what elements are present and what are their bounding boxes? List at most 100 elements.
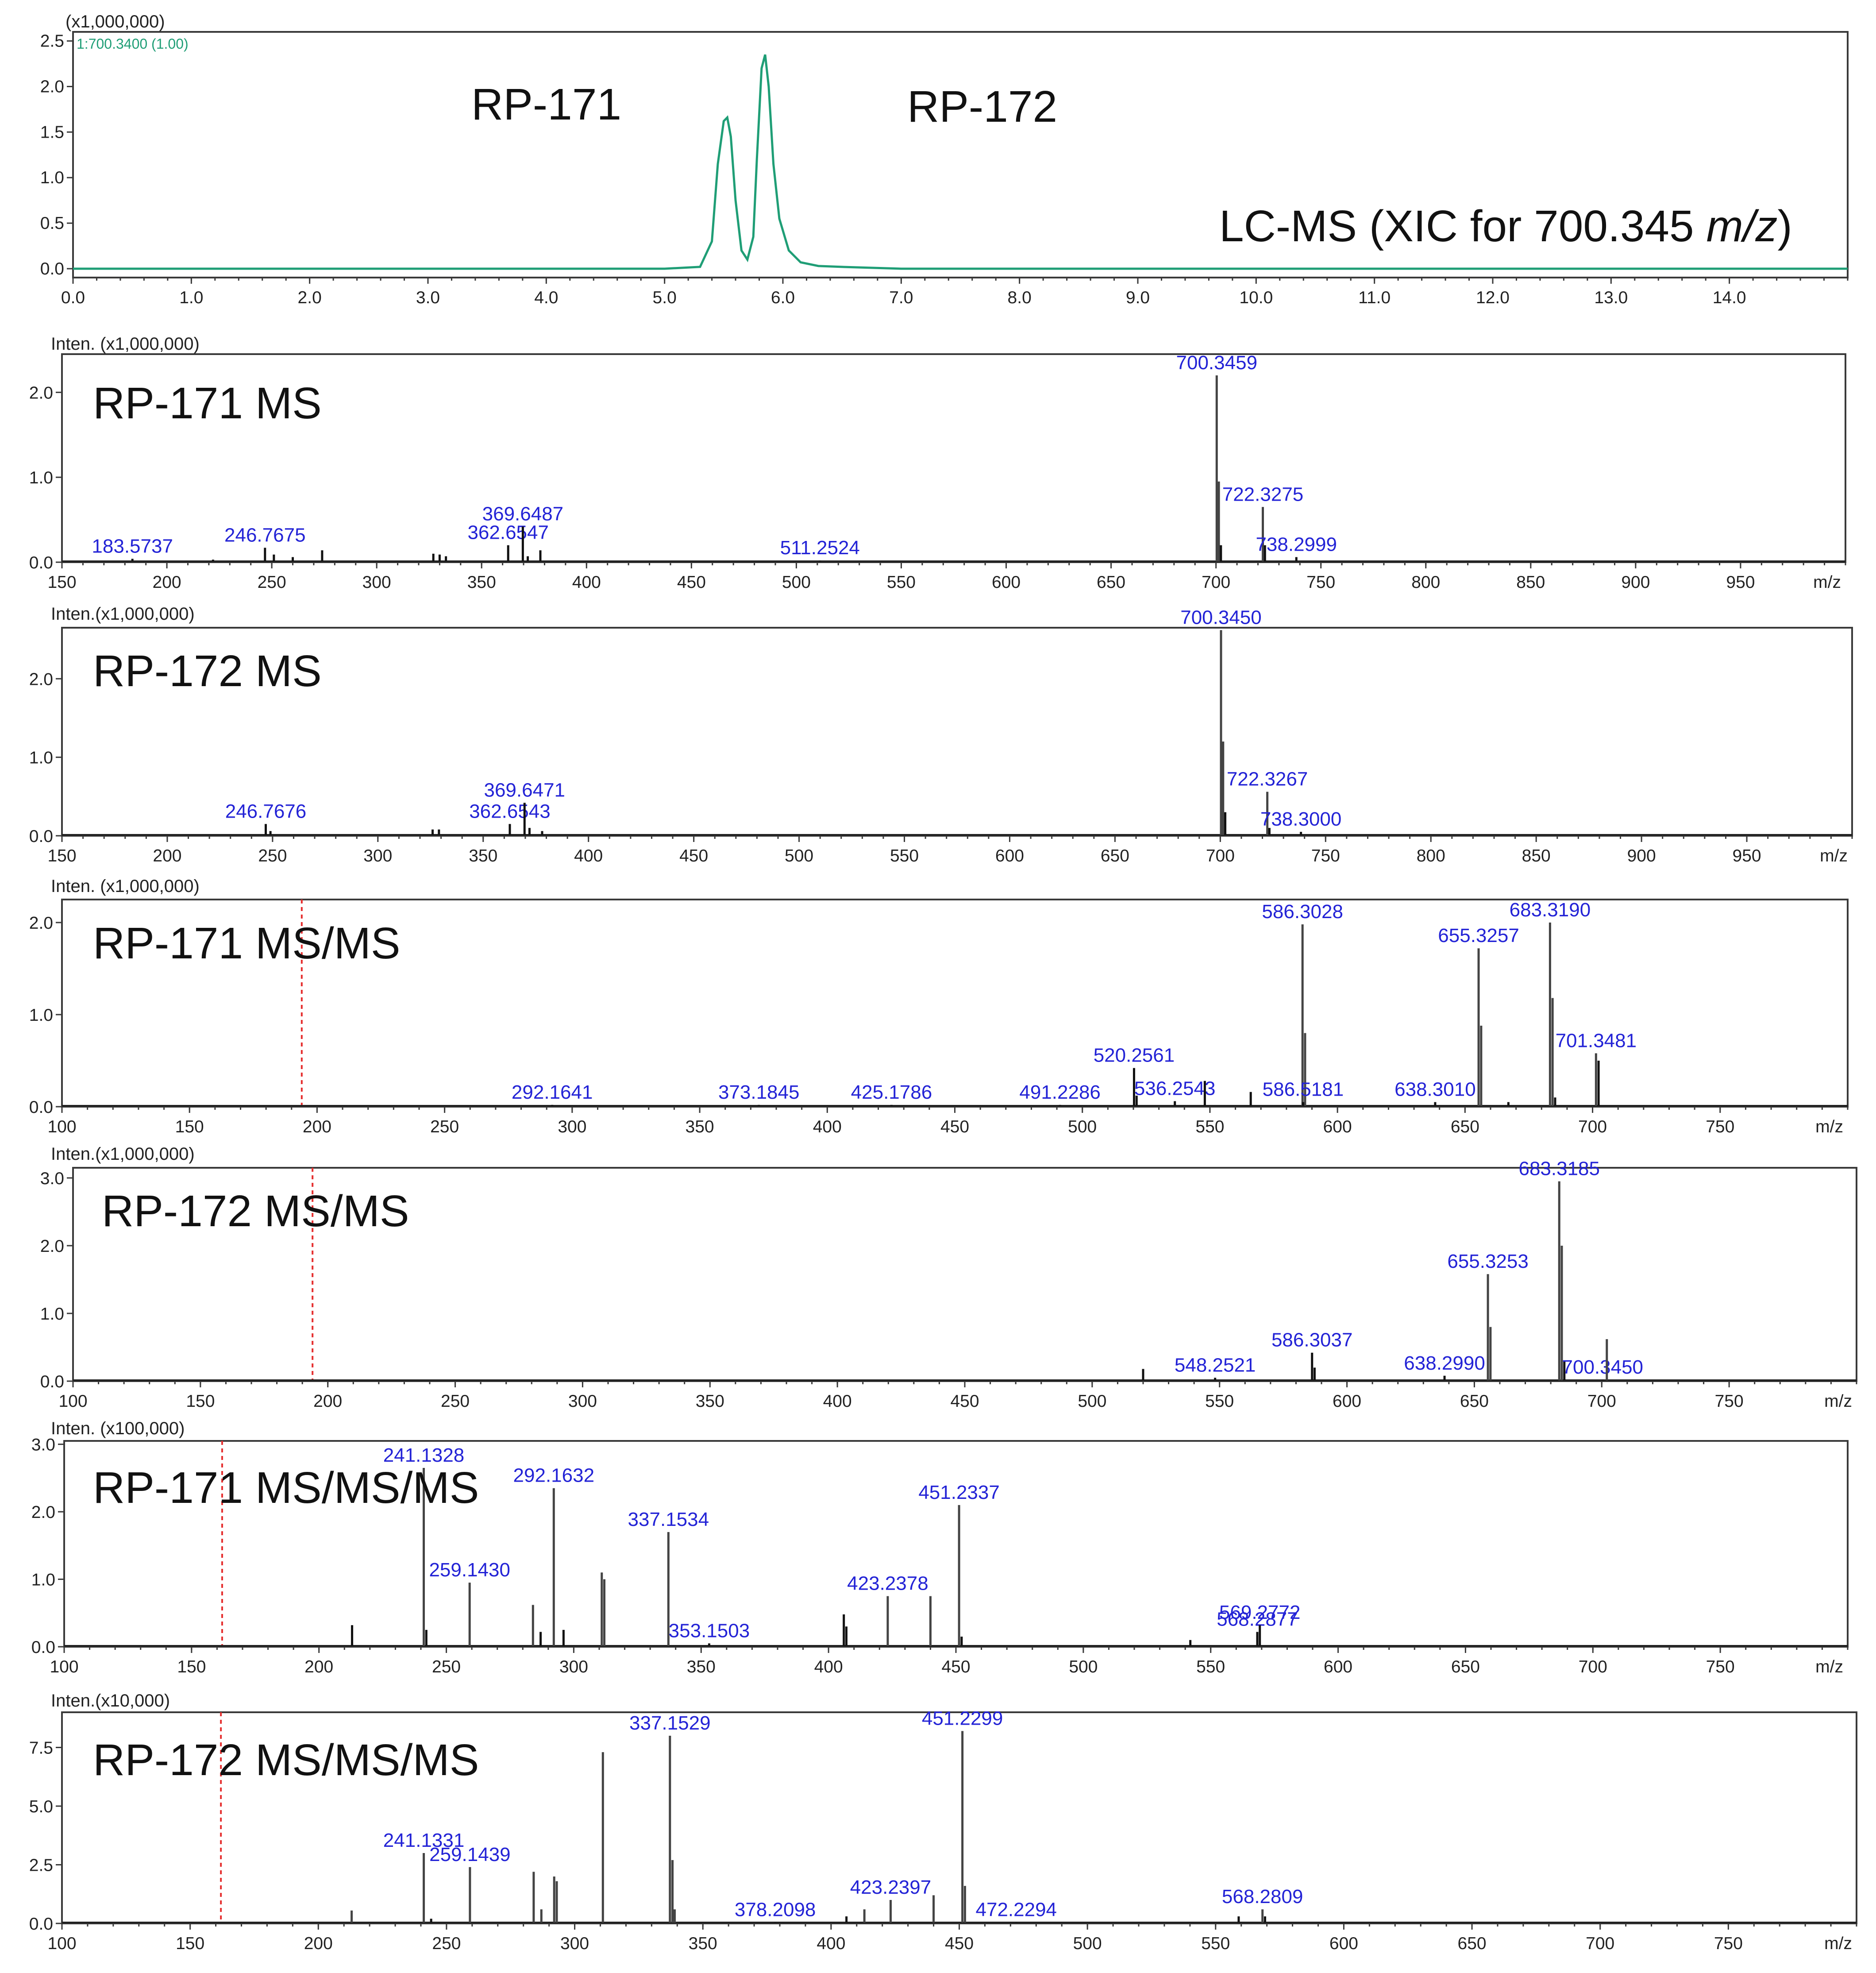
x-tick-label: 950 (1726, 573, 1755, 592)
panel-title: RP-171 MS/MS (93, 919, 401, 968)
x-tick-label: 4.0 (534, 288, 558, 307)
x-tick-label: 350 (469, 846, 497, 865)
x-tick-label: 9.0 (1126, 288, 1150, 307)
x-tick-label: 2.0 (298, 288, 322, 307)
peak-label: 683.3190 (1510, 899, 1591, 921)
x-tick-label: 700 (1586, 1934, 1614, 1953)
x-tick-label: 450 (950, 1392, 979, 1411)
panel-rp172-ms: Inten.(x1,000,000) 0.0 1.0 2.0 150 200 250 300 3… (29, 604, 1853, 865)
y-tick-label: 1.0 (29, 749, 53, 768)
x-tick-label: 550 (1205, 1392, 1234, 1411)
x-tick-label: 900 (1621, 573, 1650, 592)
x-tick-label: 250 (432, 1657, 461, 1676)
x-tick-label: 12.0 (1476, 288, 1510, 307)
peak-label: 638.3010 (1394, 1079, 1476, 1100)
panel-title: RP-172 MS (93, 646, 322, 696)
peak-label: 683.3185 (1518, 1158, 1600, 1180)
x-tick-label: 400 (823, 1392, 852, 1411)
peak-label: 722.3267 (1227, 768, 1308, 790)
peak-label: 362.6547 (467, 522, 549, 544)
y-tick-label: 0.0 (31, 1638, 55, 1657)
x-tick-label: 3.0 (416, 288, 440, 307)
y-tick-label: 1.0 (40, 168, 64, 187)
intensity-unit-label: (x1,000,000) (65, 12, 165, 31)
plot-frame (72, 31, 1849, 278)
x-tick-label: 200 (304, 1934, 333, 1953)
peak-label: 425.1786 (851, 1081, 932, 1103)
x-tick-label: 750 (1714, 1934, 1743, 1953)
peak-label: 568.2877 (1217, 1608, 1298, 1630)
x-tick-label: 600 (1324, 1657, 1352, 1676)
x-tick-label: 900 (1627, 846, 1656, 865)
x-tick-label: 650 (1101, 846, 1129, 865)
x-tick-label: 650 (1460, 1392, 1489, 1411)
y-tick-label: 2.0 (29, 383, 53, 402)
x-tick-label: 300 (559, 1657, 588, 1676)
y-tick-label: 2.0 (31, 1503, 55, 1522)
x-tick-label: 500 (1073, 1934, 1102, 1953)
x-tick-label: 300 (362, 573, 391, 592)
panel-title: RP-172 MS/MS (102, 1186, 409, 1236)
y-tick-label: 1.0 (31, 1571, 55, 1590)
x-tick-label: 200 (153, 846, 181, 865)
peak-label: 700.3450 (1180, 606, 1262, 628)
peak-label: 378.2098 (735, 1899, 816, 1920)
y-tick-label: 2.5 (40, 32, 64, 51)
xic-annotation-italic-unit: m/z (1706, 201, 1777, 251)
peak-label: 738.3000 (1260, 808, 1342, 830)
x-tick-label: 150 (177, 1657, 206, 1676)
peak-label: 369.6487 (482, 503, 564, 525)
x-tick-label: 300 (363, 846, 392, 865)
x-tick-label: 150 (47, 846, 76, 865)
x-tick-label: 600 (995, 846, 1024, 865)
x-tick-label: 700 (1578, 1117, 1607, 1136)
peak-label: 722.3275 (1222, 483, 1304, 505)
x-tick-label: 150 (175, 1117, 204, 1136)
y-tick-label: 3.0 (31, 1436, 55, 1455)
x-tick-label: 300 (560, 1934, 589, 1953)
peak-label: 451.2299 (922, 1707, 1003, 1729)
x-tick-label: 250 (258, 846, 287, 865)
x-tick-label: 850 (1516, 573, 1545, 592)
spectra-panels: (x1,000,000) 1:700.3400 (1.00) 0.0 0.5 1.0 1.… (29, 12, 1857, 1953)
panel-rp171-msms: Inten. (x1,000,000) 0.0 1.0 2.0 100 150 200 250… (29, 876, 1849, 1136)
x-tick-label: 550 (1201, 1934, 1230, 1953)
x-tick-label: 350 (696, 1392, 724, 1411)
intensity-unit-label: Inten.(x1,000,000) (51, 1144, 195, 1164)
x-tick-label: 600 (992, 573, 1021, 592)
x-tick-label: 450 (679, 846, 708, 865)
x-tick-label: 450 (940, 1117, 969, 1136)
y-tick-label: 2.0 (40, 77, 64, 96)
x-tick-label: 550 (887, 573, 916, 592)
x-tick-label: 350 (467, 573, 496, 592)
x-tick-label: 550 (1196, 1657, 1225, 1676)
peak-label: 701.3481 (1556, 1030, 1637, 1051)
y-tick-label: 0.0 (29, 827, 53, 846)
xic-annotation: LC-MS (XIC for 700.345 m/z) (1219, 201, 1792, 251)
x-tick-label: 8.0 (1008, 288, 1032, 307)
x-tick-label: 350 (689, 1934, 717, 1953)
y-tick-label: 3.0 (40, 1169, 64, 1188)
trace-label: 1:700.3400 (1.00) (77, 36, 189, 52)
y-tick-label: 1.0 (40, 1305, 64, 1324)
intensity-unit-label: Inten. (x1,000,000) (51, 334, 200, 354)
peak-label: 536.2543 (1134, 1078, 1216, 1100)
x-tick-label: 400 (813, 1117, 842, 1136)
x-tick-label: 800 (1417, 846, 1445, 865)
x-tick-label: 5.0 (653, 288, 677, 307)
x-axis-unit: m/z (1813, 573, 1841, 592)
peak-label: 292.1632 (513, 1465, 595, 1487)
x-tick-label: 200 (153, 573, 181, 592)
x-tick-label: 400 (817, 1934, 845, 1953)
x-tick-label: 200 (313, 1392, 342, 1411)
x-tick-label: 100 (47, 1934, 76, 1953)
x-tick-label: 700 (1579, 1657, 1607, 1676)
x-tick-label: 550 (1195, 1117, 1224, 1136)
panel-rp171-ms3: Inten. (x100,000) 0.0 1.0 2.0 3.0 100 150 200 25… (31, 1419, 1849, 1676)
y-tick-label: 1.0 (29, 1006, 53, 1025)
x-tick-label: 300 (558, 1117, 586, 1136)
peak-label: 183.5737 (92, 535, 173, 557)
x-tick-label: 200 (304, 1657, 333, 1676)
y-tick-label: 0.5 (40, 214, 64, 233)
